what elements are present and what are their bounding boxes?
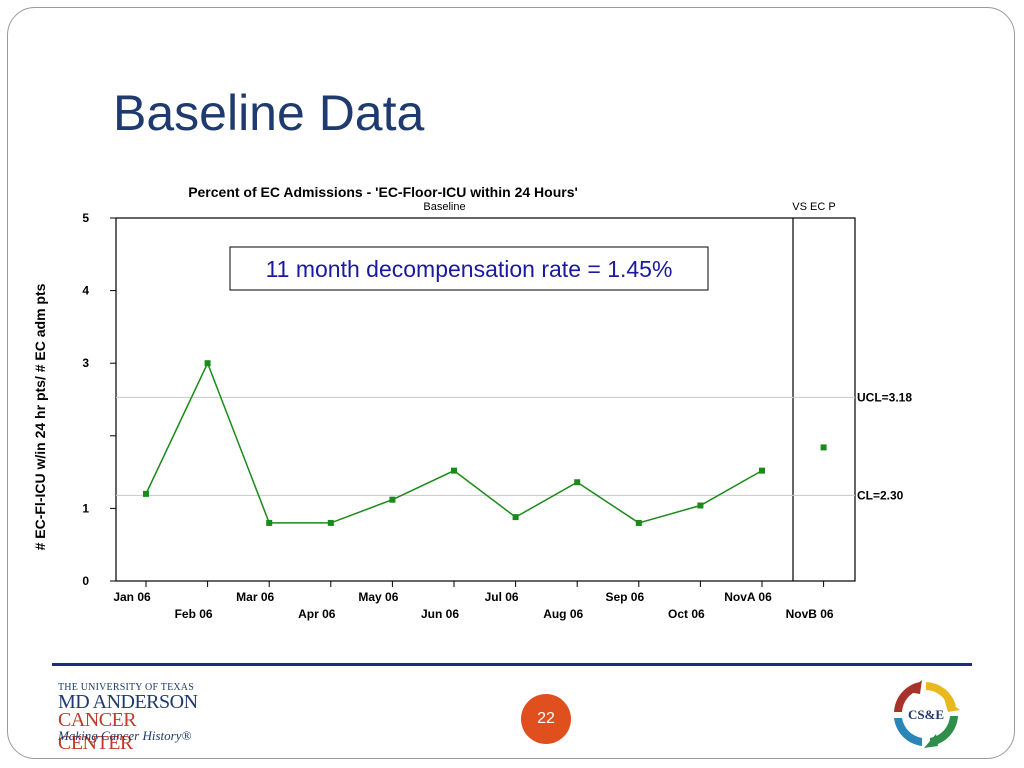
phase-label: VS EC P: [792, 201, 835, 213]
slide-title: Baseline Data: [113, 85, 425, 141]
data-point: [389, 496, 396, 503]
data-point: [574, 479, 581, 486]
footer-divider: [52, 663, 972, 666]
logo-right-text: CS&E: [908, 707, 944, 722]
x-tick-label: Mar 06: [236, 590, 274, 604]
chart-title: Percent of EC Admissions - 'EC-Floor-ICU…: [188, 184, 578, 200]
phase-label: Baseline: [423, 201, 465, 213]
x-tick-label: Jul 06: [485, 590, 519, 604]
slide-frame: [7, 7, 1015, 759]
x-tick-label: Apr 06: [298, 607, 336, 621]
reference-line-label: UCL=3.18: [857, 390, 912, 404]
y-tick-label: 1: [82, 501, 89, 515]
x-tick-label: Aug 06: [543, 607, 583, 621]
x-tick-label: Feb 06: [175, 607, 213, 621]
y-tick-label: 5: [82, 211, 89, 225]
y-tick-label: 0: [82, 574, 89, 588]
y-axis-label: # EC-Fl-ICU w/in 24 hr pts/ # EC adm pts: [32, 283, 48, 550]
logo-tagline: Making Cancer History®: [58, 728, 192, 743]
data-point: [635, 519, 642, 526]
x-tick-label: Jun 06: [421, 607, 459, 621]
logo-text-line2: MD ANDERSON: [58, 691, 198, 713]
x-tick-label: NovB 06: [786, 607, 834, 621]
data-point: [143, 490, 149, 497]
x-tick-label: NovA 06: [724, 590, 772, 604]
page-number-badge: 22: [521, 694, 571, 744]
x-tick-label: Sep 06: [605, 590, 644, 604]
data-point: [451, 467, 457, 474]
series-line: [145, 361, 763, 524]
annotation-text: 11 month decompensation rate = 1.45%: [266, 256, 673, 282]
x-tick-label: Oct 06: [668, 607, 705, 621]
data-point: [512, 514, 519, 521]
control-chart: # EC-Fl-ICU w/in 24 hr pts/ # EC adm pts…: [32, 184, 912, 621]
md-anderson-logo: THE UNIVERSITY OF TEXAS MD ANDERSON CANC…: [56, 682, 206, 754]
y-tick-label: 3: [82, 356, 89, 370]
x-tick-label: Jan 06: [113, 590, 151, 604]
data-point: [820, 444, 827, 451]
cse-cycle-logo: CS&E: [894, 680, 960, 748]
annotation-box: [229, 246, 709, 291]
data-point: [204, 360, 211, 367]
y-tick-label: 4: [82, 284, 89, 298]
data-point: [697, 502, 704, 509]
x-tick-label: May 06: [358, 590, 398, 604]
plot-area: [115, 217, 856, 582]
data-point: [266, 519, 273, 526]
logo-text-line3: CANCER CENTER: [58, 709, 137, 754]
data-point: [327, 519, 334, 526]
data-point: [759, 467, 765, 474]
reference-line-label: CL=2.30: [857, 488, 904, 502]
logo-text-line1: THE UNIVERSITY OF TEXAS: [58, 682, 194, 693]
